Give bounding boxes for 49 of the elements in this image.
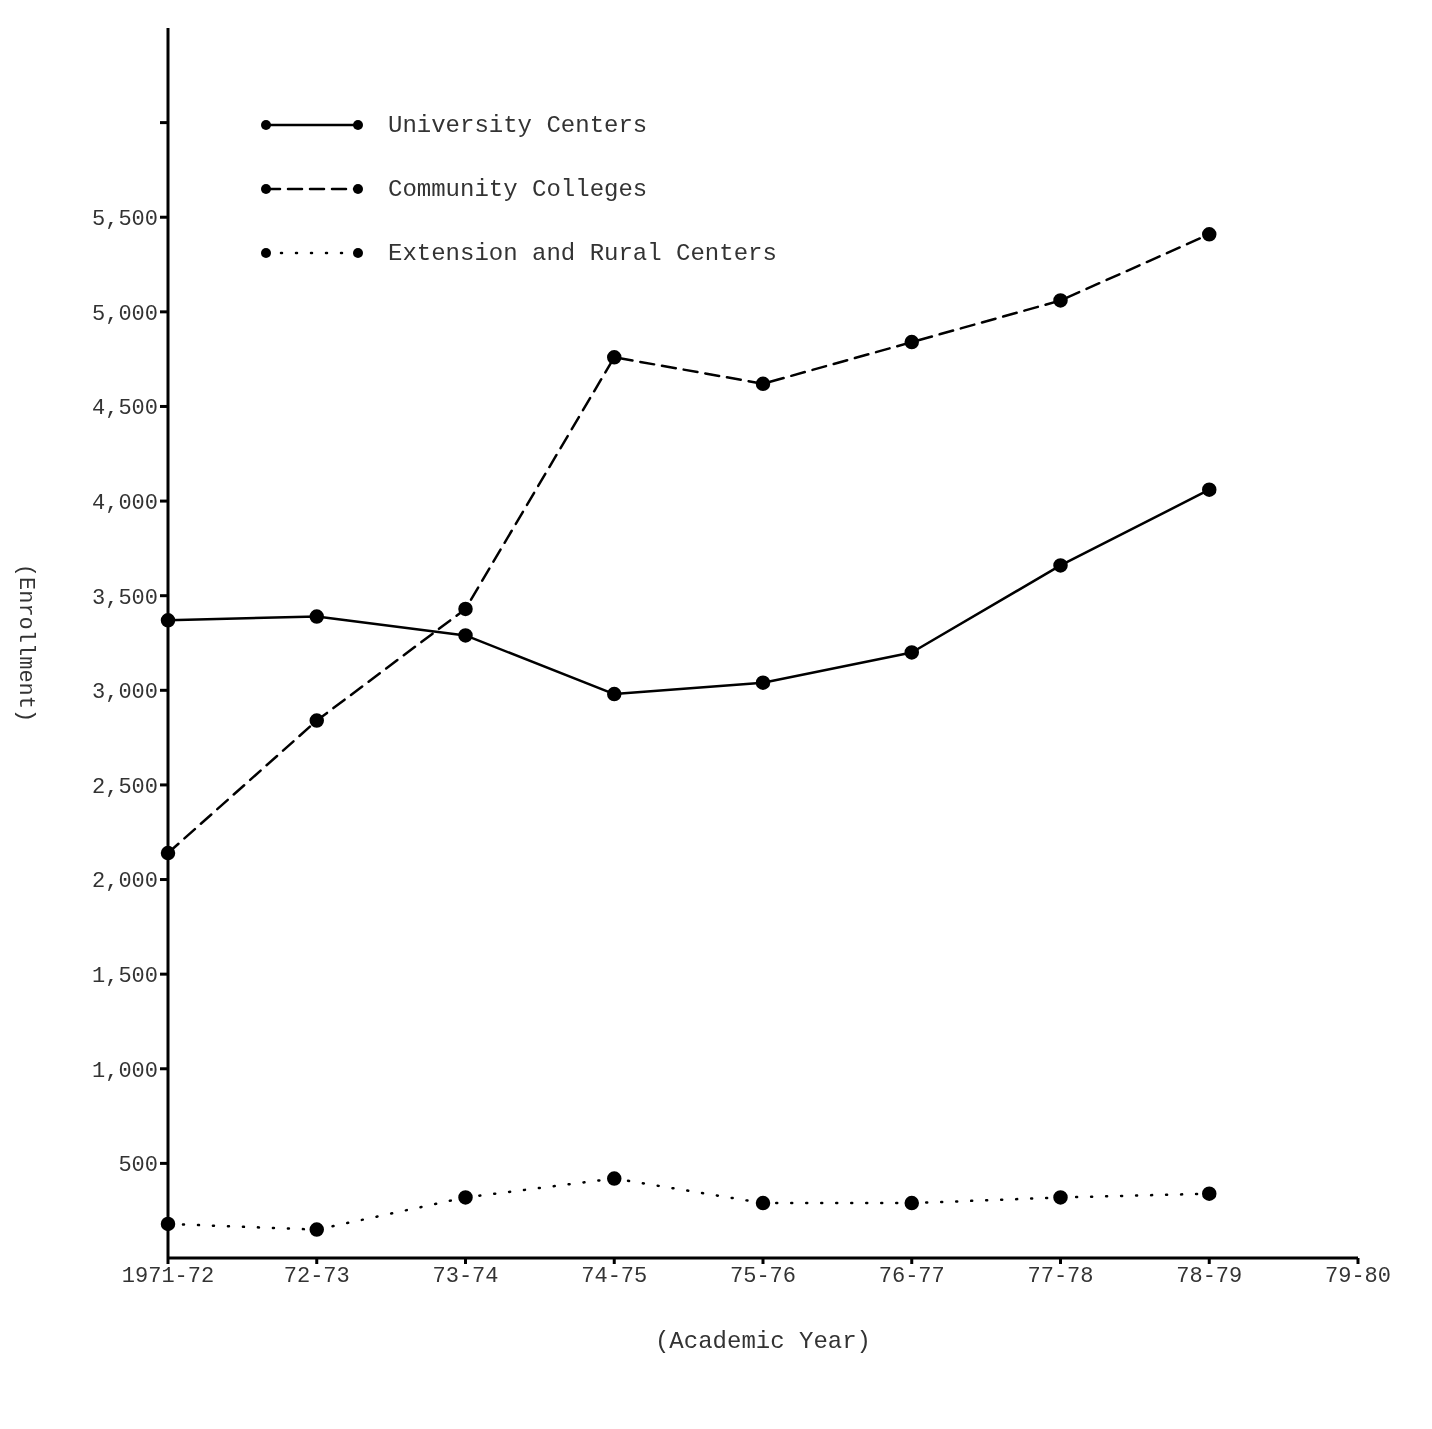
x-tick-label: 74-75: [581, 1263, 648, 1289]
y-tick-label: 2,000: [91, 869, 158, 895]
point: [904, 645, 919, 660]
x-tick-label: 77-78: [1027, 1263, 1094, 1289]
y-axis-title: (Enrollment): [13, 563, 39, 723]
point: [1202, 227, 1217, 242]
y-tick-label: 4,000: [91, 490, 158, 516]
x-axis-title: (Academic Year): [654, 1328, 872, 1355]
x-tick-label: 76-77: [878, 1263, 945, 1289]
point: [904, 334, 919, 350]
point: [458, 1190, 473, 1205]
point: [1202, 1186, 1217, 1201]
point: [607, 1171, 622, 1186]
point: [309, 1222, 324, 1237]
y-tick-label: 5,000: [91, 301, 158, 327]
y-tick-label: 2,500: [91, 774, 158, 800]
legend-label: Extension and Rural Centers: [388, 239, 777, 267]
x-tick-label: 78-79: [1176, 1263, 1243, 1289]
x-tick-label: 1971-72: [121, 1263, 215, 1289]
point: [607, 350, 622, 365]
y-tick-label: 4,500: [91, 396, 158, 422]
y-tick-label: 5,500: [91, 207, 158, 233]
x-tick-label: 75-76: [729, 1263, 797, 1289]
point: [755, 376, 771, 391]
point: [755, 1195, 771, 1211]
y-tick-label: 3,000: [91, 680, 158, 706]
point: [309, 609, 324, 624]
y-tick-label: 1,000: [91, 1058, 158, 1084]
point: [1053, 1190, 1068, 1205]
legend-label: Community Colleges: [388, 175, 648, 203]
point: [309, 713, 324, 728]
point: [160, 613, 176, 628]
point: [160, 1216, 176, 1232]
point: [1053, 558, 1068, 573]
x-tick-label: 79-80: [1324, 1263, 1392, 1289]
y-tick-label: 500: [118, 1153, 158, 1179]
point: [1053, 293, 1068, 308]
x-tick-label: 72-73: [283, 1263, 350, 1289]
point: [1202, 482, 1217, 497]
point: [904, 1195, 919, 1211]
point: [607, 686, 622, 702]
point: [458, 601, 473, 617]
point: [755, 675, 771, 690]
point: [160, 845, 176, 861]
x-tick-label: 73-74: [432, 1263, 499, 1289]
y-tick-label: 1,500: [91, 963, 158, 989]
y-tick-label: 3,500: [91, 585, 158, 611]
point: [458, 628, 473, 643]
legend-label: University Centers: [388, 111, 648, 139]
